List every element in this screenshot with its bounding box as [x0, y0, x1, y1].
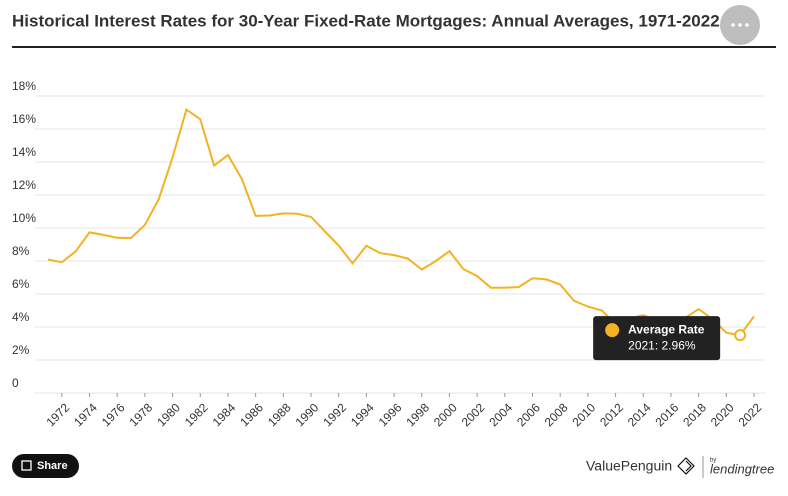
- tooltip-title: Average Rate: [628, 322, 705, 336]
- x-tick-label: 1996: [376, 400, 405, 429]
- y-tick-label: 0: [12, 376, 19, 390]
- share-icon: [21, 460, 32, 471]
- menu-dot: [738, 23, 742, 27]
- x-tick-label: 2006: [514, 400, 543, 429]
- x-tick-label: 1976: [99, 400, 128, 429]
- menu-dot: [745, 23, 749, 27]
- share-bg[interactable]: [12, 454, 79, 478]
- share-label[interactable]: Share: [37, 460, 68, 472]
- x-tick-label: 1980: [154, 400, 183, 429]
- x-tick-label: 1982: [182, 400, 211, 429]
- brand-logo: [677, 457, 695, 475]
- x-tick-label: 1990: [293, 400, 322, 429]
- x-tick-label: 2000: [431, 400, 460, 429]
- tooltip-label: 2021: 2.96%: [628, 338, 696, 352]
- y-tick-label: 4%: [12, 310, 30, 324]
- x-tick-label: 2008: [542, 400, 571, 429]
- y-tick-label: 12%: [12, 178, 36, 192]
- y-tick-label: 8%: [12, 244, 30, 258]
- x-tick-label: 2014: [625, 400, 654, 429]
- menu-dot: [731, 23, 735, 27]
- x-tick-label: 2002: [459, 400, 488, 429]
- x-tick-label: 2018: [680, 400, 709, 429]
- y-tick-label: 18%: [12, 79, 36, 93]
- x-tick-label: 1978: [126, 400, 155, 429]
- share-button[interactable]: Share: [12, 454, 79, 478]
- x-tick-label: 2012: [597, 400, 626, 429]
- partner: lendingtree: [710, 461, 774, 476]
- y-tick-label: 2%: [12, 343, 30, 357]
- x-tick-label: 1974: [71, 400, 100, 429]
- x-tick-label: 1972: [43, 400, 72, 429]
- x-tick-label: 1992: [320, 400, 349, 429]
- tooltip: [593, 316, 721, 361]
- y-tick-label: 10%: [12, 211, 36, 225]
- menu-button[interactable]: [720, 5, 760, 45]
- x-tick-label: 2016: [653, 400, 682, 429]
- plot: 0 2% 4% 6% 8% 10% 12% 14% 16% 18% 1972197419761978…: [12, 79, 765, 429]
- highlight-point: [734, 329, 747, 342]
- chart-title: Historical Interest Rates for 30-Year Fi…: [12, 11, 720, 30]
- x-tick-label: 2020: [708, 400, 737, 429]
- x-tick-label: 1998: [403, 400, 432, 429]
- x-tick-label: 1994: [348, 400, 377, 429]
- brand: ValuePenguin: [586, 458, 672, 474]
- y-tick-label: 16%: [12, 112, 36, 126]
- y-tick-label: 6%: [12, 277, 30, 291]
- brand-by: by: [710, 458, 716, 464]
- x-tick-label: 1986: [237, 400, 266, 429]
- line: [47, 107, 755, 337]
- x-tick-label: 2004: [486, 400, 515, 429]
- x-tick-label: 2022: [736, 400, 765, 429]
- x-tick-label: 1984: [210, 400, 239, 429]
- y-tick-label: 14%: [12, 145, 36, 159]
- x-tick-label: 2010: [569, 400, 598, 429]
- x-tick-label: 1988: [265, 400, 294, 429]
- tooltip-swatch: [605, 323, 620, 338]
